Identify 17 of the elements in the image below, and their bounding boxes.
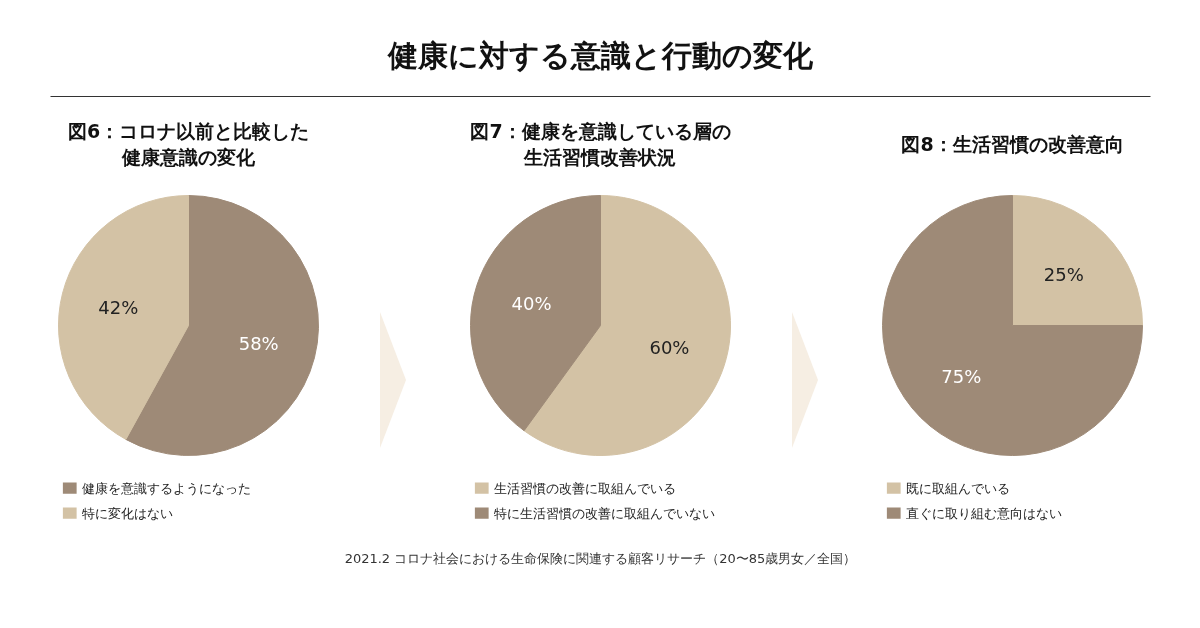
text: 健康に対する意識と行動の変化	[387, 38, 814, 73]
legend-label: 特に生活習慣の改善に取組んでいない	[494, 505, 716, 521]
legend-label: 既に取組んでいる	[906, 480, 1011, 496]
chart-title: 図6：コロナ以前と比較した健康意識の変化	[67, 120, 310, 169]
legend-label: 直ぐに取り組む意向はない	[906, 505, 1063, 521]
legend-label: 健康を意識するようになった	[82, 480, 252, 496]
legend-label: 生活習慣の改善に取組んでいる	[494, 480, 677, 496]
data-label: 75%	[941, 366, 982, 388]
data-label: 40%	[511, 292, 552, 314]
data-label: 60%	[649, 337, 690, 359]
chart-title: 図8：生活習慣の改善意向	[901, 133, 1124, 156]
data-label: 58%	[238, 333, 279, 355]
chart-title: 図7：健康を意識している層の生活習慣改善状況	[470, 120, 731, 169]
text: 2021.2 コロナ社会における生命保険に関連する顧客リサーチ（20〜85歳男女／全国）	[344, 551, 857, 566]
data-label: 25%	[1043, 263, 1084, 285]
legend-label: 特に変化はない	[82, 505, 174, 521]
data-label: 42%	[98, 296, 139, 318]
